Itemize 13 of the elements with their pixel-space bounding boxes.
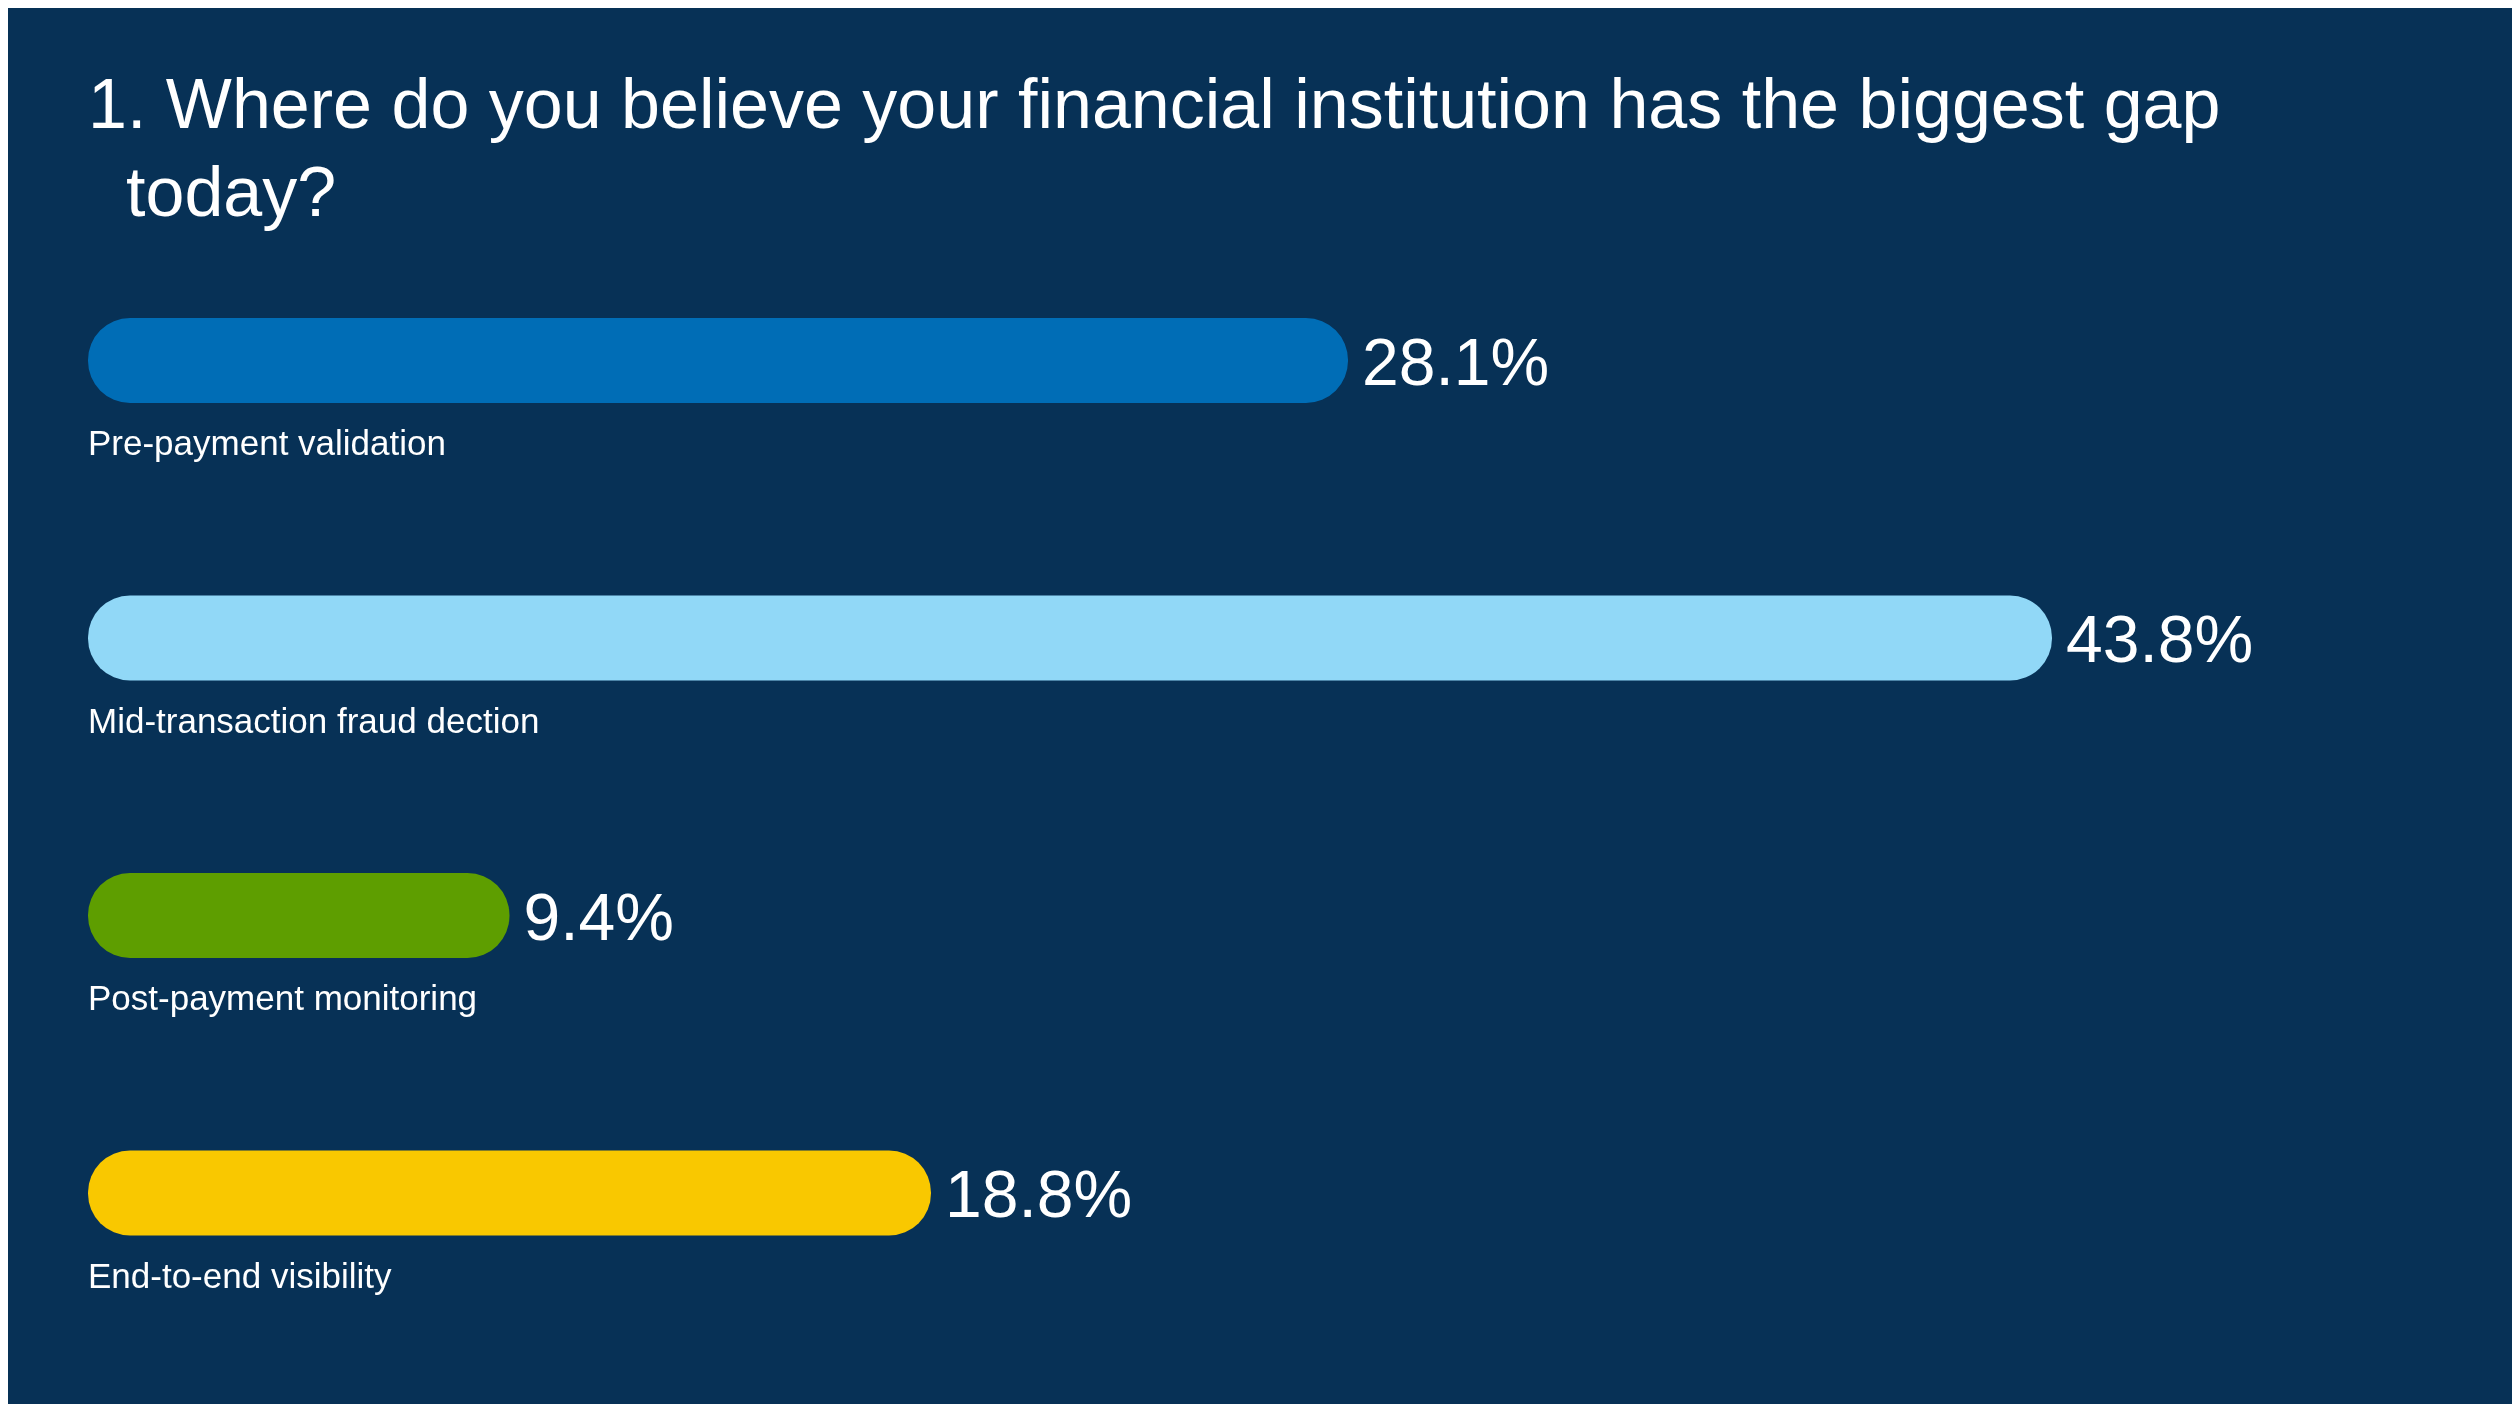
data-label: 9.4% bbox=[523, 879, 674, 954]
data-label: 43.8% bbox=[2066, 602, 2254, 676]
y-tick-label: End-to-end visibility bbox=[88, 1255, 392, 1295]
data-label: 28.1% bbox=[1362, 324, 1550, 399]
y-tick-label: Post-payment monitoring bbox=[88, 978, 478, 1017]
y-tick-label: Pre-payment validation bbox=[88, 423, 446, 462]
bar bbox=[88, 1150, 931, 1236]
bar bbox=[88, 318, 1349, 403]
y-tick-label: Mid-transaction fraud dection bbox=[88, 700, 540, 740]
chart-title: 1. Where do you believe your financial institution has the biggest gap today? bbox=[88, 64, 2222, 233]
data-label: 18.8% bbox=[945, 1157, 1133, 1231]
bar bbox=[88, 595, 2052, 681]
bar bbox=[88, 873, 510, 958]
